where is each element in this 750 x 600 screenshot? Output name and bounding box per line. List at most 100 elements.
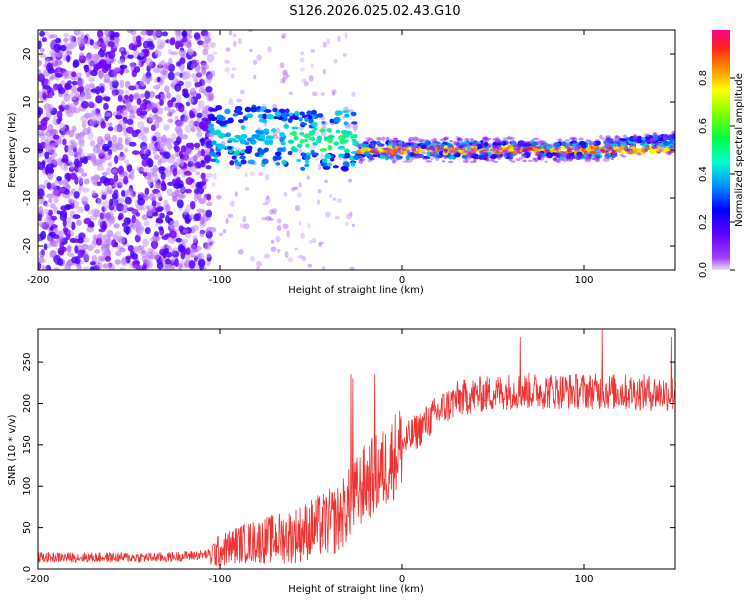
spectrogram-cell bbox=[312, 141, 318, 146]
spectrogram-cell bbox=[155, 94, 162, 99]
spectrogram-cell bbox=[287, 150, 293, 156]
spectrogram-cell bbox=[166, 112, 173, 117]
spectrogram-cell bbox=[331, 91, 336, 96]
spectrogram-cell bbox=[326, 38, 331, 45]
spectrogram-cell bbox=[443, 155, 448, 160]
spectrogram-cell bbox=[89, 140, 96, 147]
spectrogram-cell bbox=[128, 115, 136, 120]
spectrogram-cell bbox=[102, 247, 108, 257]
spectrogram-cell bbox=[317, 113, 324, 118]
spectrogram-cell bbox=[38, 130, 45, 137]
spectrogram-cell bbox=[67, 220, 73, 228]
spectrogram-cell bbox=[207, 126, 215, 132]
spectrogram-cell bbox=[81, 172, 88, 177]
spectrogram-cell bbox=[294, 204, 301, 212]
spectrogram-cell bbox=[570, 156, 577, 160]
spectrogram-cell bbox=[113, 142, 121, 148]
spectrogram-cell bbox=[42, 92, 47, 100]
spectrogram-cell bbox=[54, 72, 63, 78]
spectrogram-cell bbox=[166, 188, 173, 197]
spectrogram-cell bbox=[326, 127, 332, 133]
spectrogram-cell bbox=[140, 114, 148, 120]
spectrogram-cell bbox=[212, 182, 216, 187]
spectrogram-cell bbox=[205, 252, 211, 258]
spectrogram-cell bbox=[44, 216, 53, 225]
spectrogram-cell bbox=[371, 140, 375, 143]
spectrogram-cell bbox=[191, 59, 200, 67]
spectrogram-cell bbox=[308, 239, 313, 244]
spectrogram-cell bbox=[636, 152, 642, 156]
spectrogram-cell bbox=[249, 170, 255, 176]
spectrogram-cell bbox=[533, 157, 539, 163]
spectrogram-cell bbox=[44, 151, 50, 160]
spectrogram-cell bbox=[308, 75, 314, 82]
spectrogram-cell bbox=[38, 73, 45, 83]
spectrogram-cell bbox=[180, 238, 189, 244]
spectrogram-cell bbox=[449, 140, 454, 143]
spectrogram-cell bbox=[284, 251, 289, 258]
spectrogram-cell bbox=[599, 134, 603, 139]
spectrogram-cell bbox=[107, 40, 115, 48]
spectrogram-cell bbox=[216, 194, 222, 200]
spectrogram-cell bbox=[527, 147, 534, 151]
spectrogram-cell bbox=[159, 146, 167, 153]
spectrogram-cell bbox=[184, 112, 189, 121]
spectrogram-cell bbox=[111, 91, 117, 97]
spectrogram-cell bbox=[201, 106, 209, 115]
spectrogram-cell bbox=[585, 154, 590, 159]
spectrogram-cell bbox=[471, 143, 476, 147]
spectrogram-cell bbox=[591, 141, 596, 146]
spectrogram-cell bbox=[303, 81, 309, 87]
spectrogram-cell bbox=[48, 231, 56, 237]
spectrogram-cell bbox=[113, 173, 119, 183]
spectrogram-cell bbox=[49, 226, 54, 231]
spectrogram-cell bbox=[461, 154, 468, 159]
spectrogram-cell bbox=[376, 137, 383, 141]
spectrogram-cell bbox=[244, 148, 252, 154]
spectrogram-cell bbox=[96, 162, 104, 167]
spectrogram-cell bbox=[368, 143, 373, 148]
spectrogram-cell bbox=[262, 119, 268, 124]
spectrogram-cell bbox=[76, 264, 82, 270]
spectrogram-cell bbox=[395, 139, 400, 143]
spectrogram-cell bbox=[335, 129, 341, 134]
spectrogram-cell bbox=[132, 94, 139, 99]
spectrogram-cell bbox=[53, 227, 59, 233]
spectrogram-cell bbox=[557, 138, 563, 142]
spectrogram-cell bbox=[305, 143, 310, 149]
spectrogram-cell bbox=[304, 163, 310, 168]
spectrogram-cell bbox=[103, 73, 111, 82]
spectrogram-cell bbox=[147, 172, 154, 178]
spectrogram-cell bbox=[93, 249, 101, 254]
spectrogram-cell bbox=[39, 122, 47, 131]
spectrogram-cell bbox=[194, 188, 200, 195]
spectrogram-cell bbox=[408, 136, 415, 142]
spectrogram-cell bbox=[319, 148, 328, 152]
spectrogram-cell bbox=[601, 137, 607, 141]
spectrogram-cell bbox=[104, 255, 111, 262]
spectrogram-cell bbox=[171, 97, 177, 103]
spectrogram-cell bbox=[510, 139, 515, 144]
spectrogram-cell bbox=[132, 218, 139, 223]
spectrogram-cell bbox=[128, 94, 134, 103]
spectrogram-cell bbox=[324, 211, 331, 218]
spectrogram-cell bbox=[302, 138, 309, 143]
spectrogram-cell bbox=[135, 129, 141, 134]
spectrogram-cell bbox=[165, 143, 171, 149]
spectrogram-cell bbox=[120, 171, 128, 176]
spectrogram-cell bbox=[142, 238, 149, 247]
spectrogram-cell bbox=[183, 156, 191, 162]
spectrogram-cell bbox=[205, 228, 210, 234]
spectrogram-cell bbox=[215, 159, 220, 164]
spectrogram-cell bbox=[113, 155, 119, 164]
spectrogram-cell bbox=[146, 205, 151, 210]
spectrogram-cell bbox=[189, 200, 196, 210]
spectrogram-cell bbox=[38, 90, 42, 99]
spectrogram-cell bbox=[146, 157, 153, 166]
spectrogram-cell bbox=[245, 113, 254, 119]
spectrogram-cell bbox=[140, 30, 149, 36]
spectrogram-cell bbox=[379, 153, 386, 159]
spectrogram-cell bbox=[502, 139, 508, 142]
spectrogram-cell bbox=[141, 134, 148, 143]
spectrogram-cell bbox=[142, 171, 148, 177]
